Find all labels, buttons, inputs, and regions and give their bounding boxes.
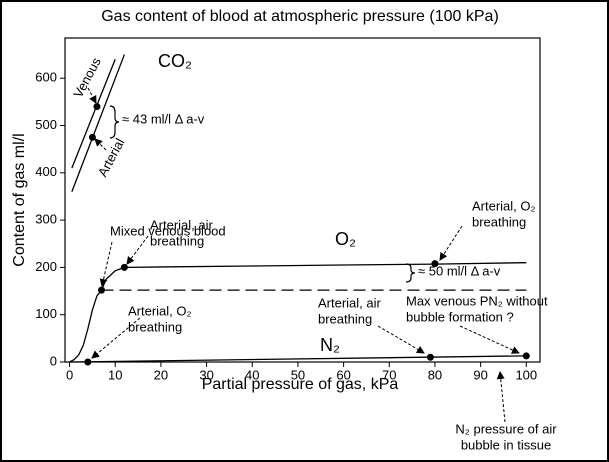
annotation: breathing (150, 233, 204, 248)
annotation: breathing (128, 319, 182, 334)
annotation: N₂ pressure of air (455, 421, 557, 436)
data-point (120, 263, 128, 271)
x-tick-label: 20 (154, 367, 168, 382)
annotation: Arterial, air (150, 217, 214, 232)
arrows (87, 87, 520, 423)
x-tick-label: 10 (108, 367, 122, 382)
y-tick-label: 600 (35, 70, 57, 85)
curve (69, 355, 527, 363)
y-tick-label: 400 (35, 164, 57, 179)
annotation: bubble in tissue (461, 437, 551, 452)
annotation: bubble formation ? (406, 309, 514, 324)
annotation: ≈ 43 ml/l Δ a-v (122, 111, 205, 126)
data-point (84, 358, 92, 366)
y-tick-label: 100 (35, 306, 57, 321)
data-point (522, 352, 530, 360)
chart-title: Gas content of blood at atmospheric pres… (101, 8, 499, 25)
plot-box (64, 37, 541, 363)
data-point (98, 286, 106, 294)
x-tick-label: 40 (245, 367, 259, 382)
x-tick-label: 60 (336, 367, 350, 382)
data-point (426, 353, 434, 361)
curve (69, 262, 527, 363)
y-tick-label: 0 (50, 353, 57, 368)
x-tick-label: 80 (428, 367, 442, 382)
x-tick-label: 50 (291, 367, 305, 382)
braces (109, 105, 416, 283)
x-tick-label: 0 (66, 367, 73, 382)
annotation: CO₂ (158, 51, 192, 71)
data-point (93, 103, 101, 111)
annotation: breathing (318, 311, 372, 326)
annotation: ≈ 50 ml/l Δ a-v (418, 263, 501, 278)
annotation: N₂ (320, 335, 340, 355)
annotation: Venous (70, 54, 104, 100)
x-tick-label: 30 (199, 367, 213, 382)
x-tick-label: 90 (473, 367, 487, 382)
y-tick-label: 200 (35, 259, 57, 274)
x-axis-label: Partial pressure of gas, kPa (202, 376, 399, 393)
annotation: Arterial, O₂ (128, 303, 192, 318)
annotation: O₂ (335, 229, 356, 249)
annotation: Arterial (95, 136, 128, 179)
annotation: Arterial, air (318, 295, 382, 310)
y-tick-label: 300 (35, 212, 57, 227)
x-tick-label: 70 (382, 367, 396, 382)
y-axis-label: Content of gas ml/l (11, 133, 28, 266)
data-point (88, 133, 96, 141)
annotation: Max venous PN₂ without (406, 293, 548, 308)
curve (71, 54, 125, 192)
annotation: Arterial, O₂ (472, 198, 536, 213)
annotation: breathing (472, 214, 526, 229)
x-tick-label: 100 (515, 367, 537, 382)
curve (71, 59, 116, 169)
y-tick-label: 500 (35, 117, 57, 132)
annotation: Mixed venous blood (110, 223, 226, 238)
data-point (431, 260, 439, 268)
